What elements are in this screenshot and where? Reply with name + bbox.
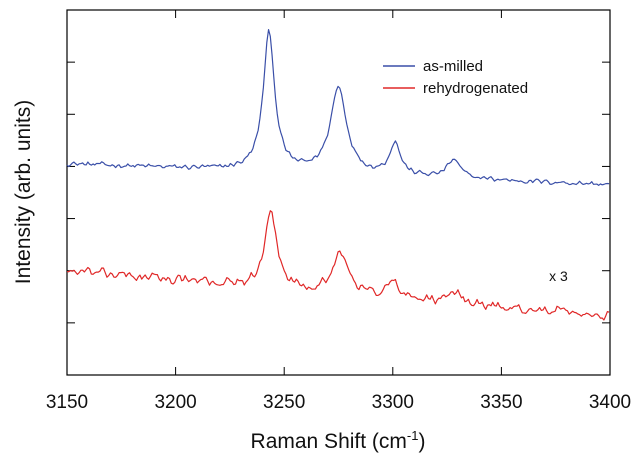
x-tick-label: 3300 bbox=[372, 392, 414, 413]
legend-label: as-milled bbox=[423, 58, 483, 75]
series-line-1 bbox=[66, 210, 610, 321]
x-tick-label: 3400 bbox=[589, 392, 631, 413]
x-tick-label: 3200 bbox=[154, 392, 196, 413]
x-axis-title: Raman Shift (cm-1) bbox=[251, 428, 426, 453]
x-tick-label: 3150 bbox=[46, 392, 88, 413]
plot-frame bbox=[66, 9, 611, 376]
y-axis-title: Intensity (arb. units) bbox=[12, 100, 35, 284]
x-ticks: 3150 3200 3250 3300 3350 3400 bbox=[46, 10, 631, 413]
x-tick-label: 3250 bbox=[263, 392, 305, 413]
series-line-0 bbox=[66, 28, 610, 186]
series-layer bbox=[66, 28, 610, 321]
x-tick-label: 3350 bbox=[480, 392, 522, 413]
legend-label: rehydrogenated bbox=[423, 80, 528, 97]
y-ticks bbox=[67, 61, 610, 324]
scale-annotation: x 3 bbox=[549, 268, 568, 284]
legend: as-milled rehydrogenated bbox=[383, 58, 528, 97]
